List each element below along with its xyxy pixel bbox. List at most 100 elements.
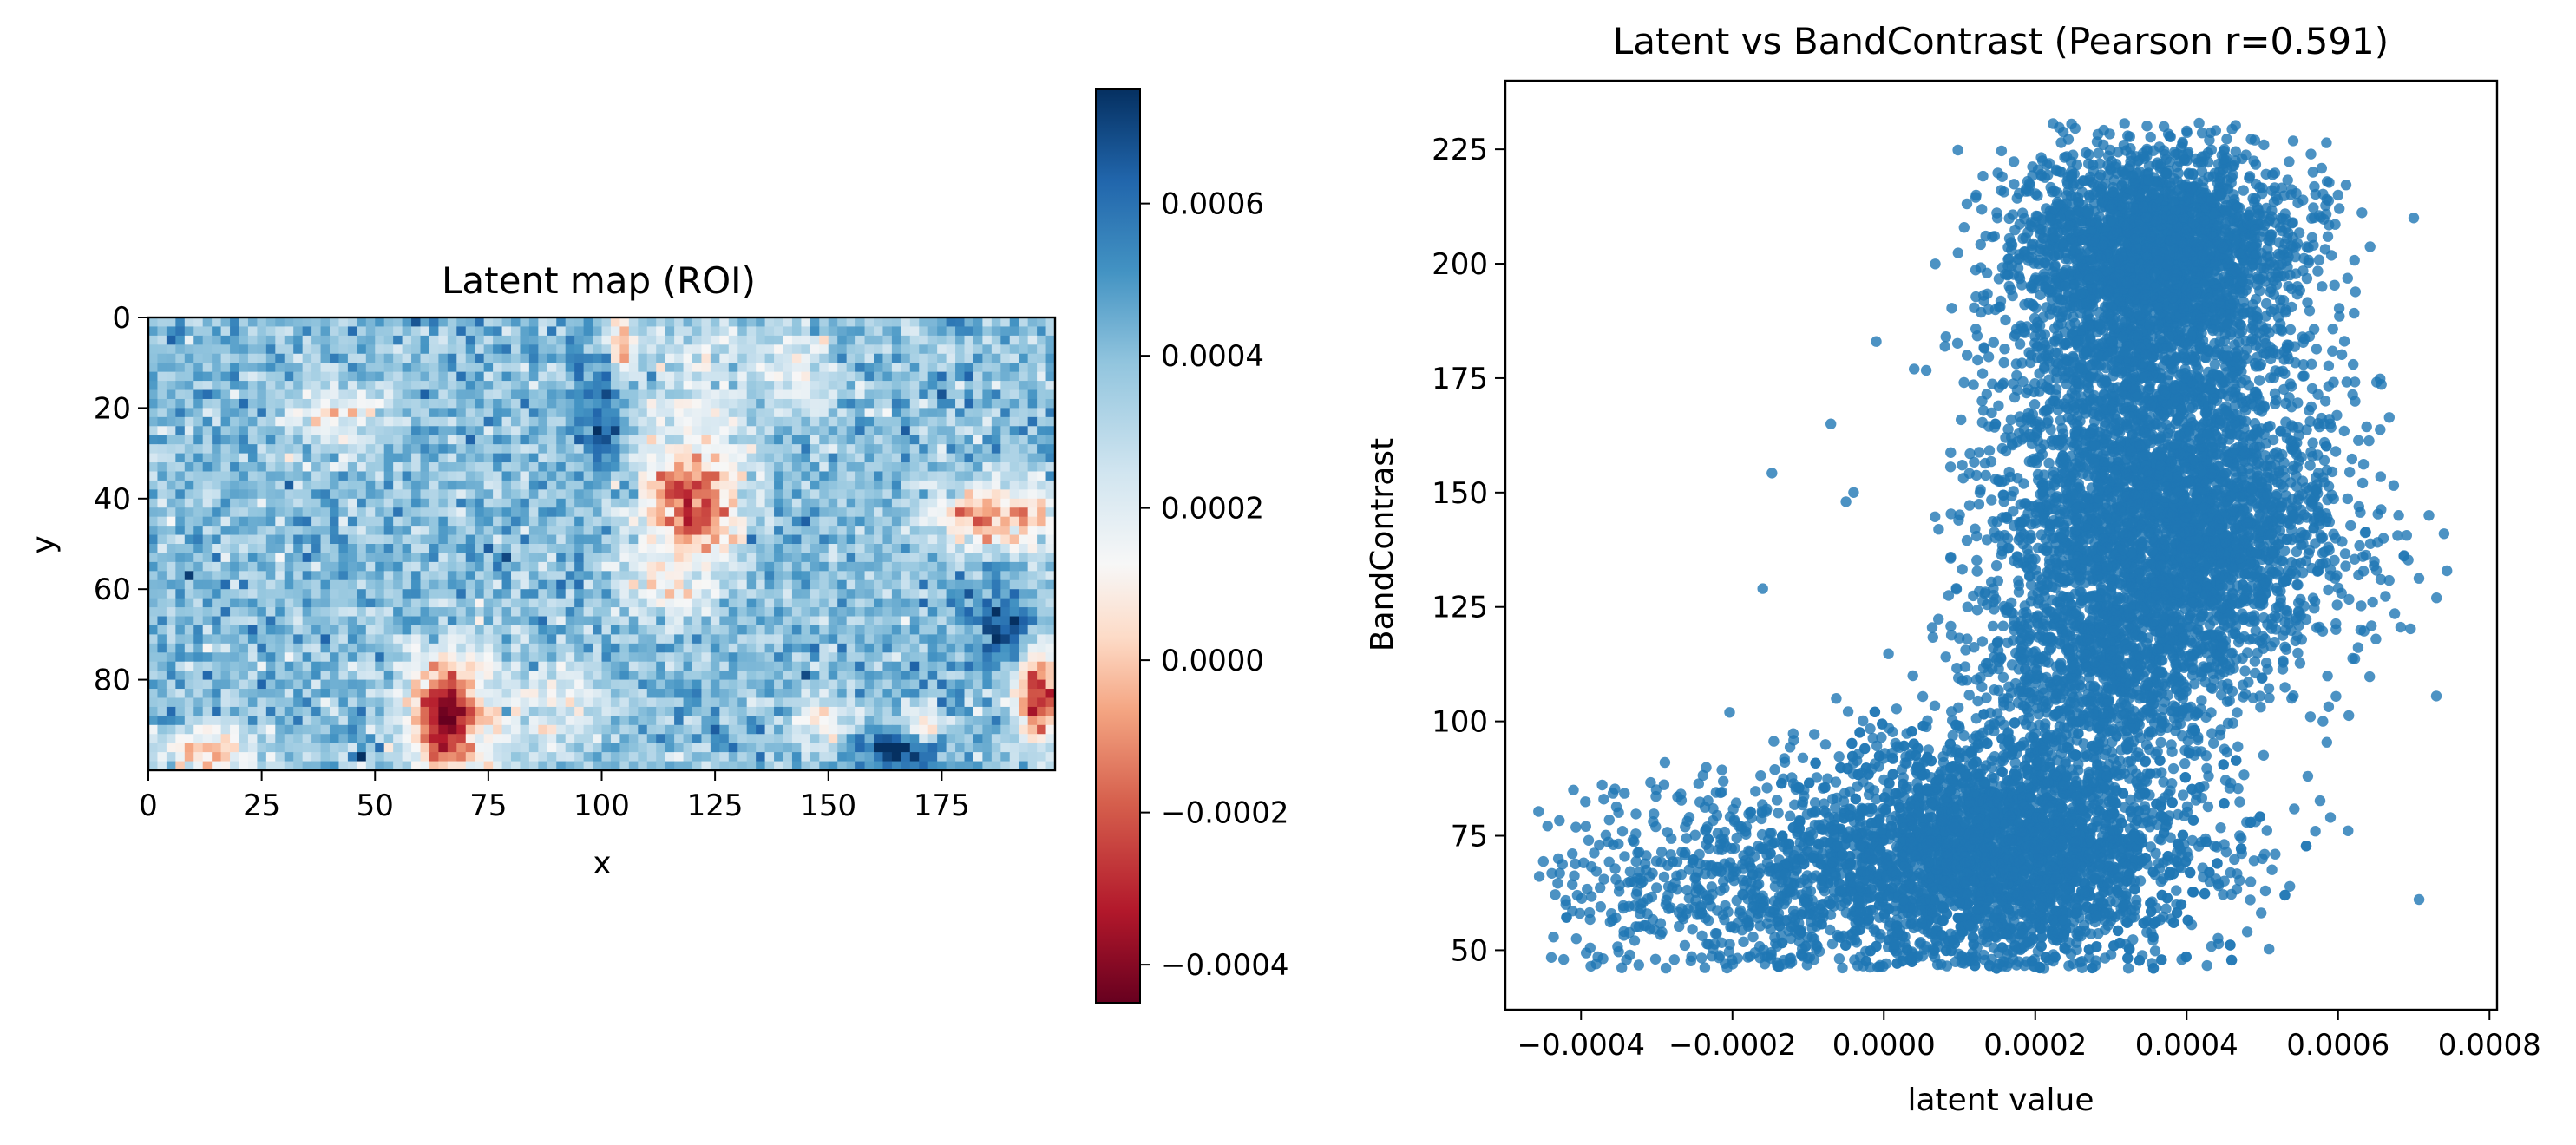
- heatmap-cell: [202, 534, 213, 545]
- heatmap-cell: [791, 671, 802, 681]
- heatmap-cell: [791, 435, 802, 445]
- heatmap-cell: [547, 516, 557, 527]
- heatmap-cell: [456, 498, 467, 508]
- heatmap-cell: [293, 598, 304, 608]
- heatmap-cell: [220, 625, 231, 635]
- heatmap-cell: [420, 389, 430, 400]
- heatmap-cell: [202, 571, 213, 581]
- heatmap-cell: [646, 317, 657, 328]
- heatmap-cell: [411, 408, 422, 418]
- heatmap-cell: [166, 416, 176, 427]
- heatmap-cell: [710, 444, 720, 455]
- heatmap-cell: [520, 561, 530, 572]
- heatmap-cell: [357, 453, 367, 463]
- heatmap-cell: [475, 462, 485, 473]
- heatmap-cell: [764, 480, 775, 490]
- heatmap-cell: [692, 426, 703, 436]
- heatmap-cell: [828, 526, 838, 536]
- heatmap-cell: [320, 426, 331, 436]
- heatmap-cell: [447, 761, 457, 771]
- heatmap-cell: [375, 344, 385, 355]
- heatmap-cell: [927, 344, 938, 355]
- heatmap-cell: [710, 697, 720, 708]
- heatmap-cell: [284, 363, 294, 373]
- heatmap-cell: [311, 371, 322, 382]
- heatmap-cell: [375, 444, 385, 455]
- heatmap-cell: [901, 724, 911, 735]
- heatmap-cell: [1027, 489, 1038, 500]
- heatmap-cell: [774, 661, 784, 671]
- heatmap-cell: [737, 661, 748, 671]
- heatmap-cell: [239, 416, 249, 427]
- heatmap-cell: [982, 743, 993, 753]
- heatmap-cell: [882, 697, 893, 708]
- heatmap-cell: [357, 317, 367, 328]
- heatmap-cell: [311, 408, 322, 418]
- heatmap-cell: [302, 589, 312, 599]
- heatmap-cell: [330, 661, 340, 671]
- heatmap-cell: [764, 616, 775, 626]
- heatmap-cell: [737, 571, 748, 581]
- heatmap-cell: [184, 598, 194, 608]
- heatmap-cell: [1019, 706, 1029, 716]
- heatmap-cell: [646, 344, 657, 355]
- heatmap-cell: [175, 671, 186, 681]
- heatmap-cell: [475, 489, 485, 500]
- heatmap-cell: [864, 571, 875, 581]
- heatmap-cell: [483, 716, 494, 726]
- heatmap-cell: [692, 444, 703, 455]
- heatmap-cell: [874, 734, 884, 744]
- heatmap-cell: [157, 471, 167, 481]
- heatmap-cell: [302, 408, 312, 418]
- heatmap-cell: [764, 553, 775, 563]
- heatmap-cell: [347, 706, 357, 716]
- heatmap-cell: [846, 544, 856, 554]
- heatmap-cell: [302, 435, 312, 445]
- heatmap-cell: [828, 381, 838, 391]
- heatmap-cell: [1019, 317, 1029, 328]
- heatmap-cell: [247, 416, 258, 427]
- heatmap-cell: [927, 598, 938, 608]
- heatmap-cell: [1019, 544, 1029, 554]
- heatmap-cell: [619, 498, 630, 508]
- heatmap-cell: [901, 344, 911, 355]
- heatmap-cell: [891, 335, 901, 345]
- heatmap-cell: [230, 607, 240, 618]
- heatmap-cell: [692, 761, 703, 771]
- heatmap-cell: [674, 416, 685, 427]
- heatmap-cell: [874, 498, 884, 508]
- heatmap-cell: [982, 761, 993, 771]
- heatmap-cell: [265, 643, 276, 653]
- heatmap-cell: [483, 344, 494, 355]
- heatmap-cell: [375, 697, 385, 708]
- heatmap-cell: [247, 752, 258, 762]
- heatmap-cell: [674, 625, 685, 635]
- heatmap-cell: [438, 371, 449, 382]
- heatmap-cell: [411, 363, 422, 373]
- heatmap-cell: [230, 435, 240, 445]
- heatmap-cell: [311, 625, 322, 635]
- heatmap-cell: [891, 589, 901, 599]
- heatmap-cell: [193, 398, 204, 409]
- heatmap-cell: [501, 724, 512, 735]
- heatmap-cell: [1019, 643, 1029, 653]
- heatmap-cell: [148, 598, 159, 608]
- heatmap-cell: [719, 371, 730, 382]
- heatmap-cell: [964, 679, 974, 690]
- heatmap-cell: [791, 389, 802, 400]
- heatmap-cell: [791, 471, 802, 481]
- heatmap-cell: [157, 381, 167, 391]
- heatmap-cell: [565, 489, 575, 500]
- heatmap-cell: [193, 561, 204, 572]
- heatmap-cell: [683, 408, 693, 418]
- heatmap-cell: [710, 416, 720, 427]
- heatmap-cell: [257, 643, 267, 653]
- heatmap-cell: [583, 408, 593, 418]
- heatmap-cell: [456, 534, 467, 545]
- heatmap-cell: [475, 507, 485, 518]
- heatmap-cell: [239, 335, 249, 345]
- heatmap-cell: [411, 507, 422, 518]
- heatmap-cell: [955, 598, 966, 608]
- heatmap-cell: [955, 553, 966, 563]
- heatmap-cell: [1027, 462, 1038, 473]
